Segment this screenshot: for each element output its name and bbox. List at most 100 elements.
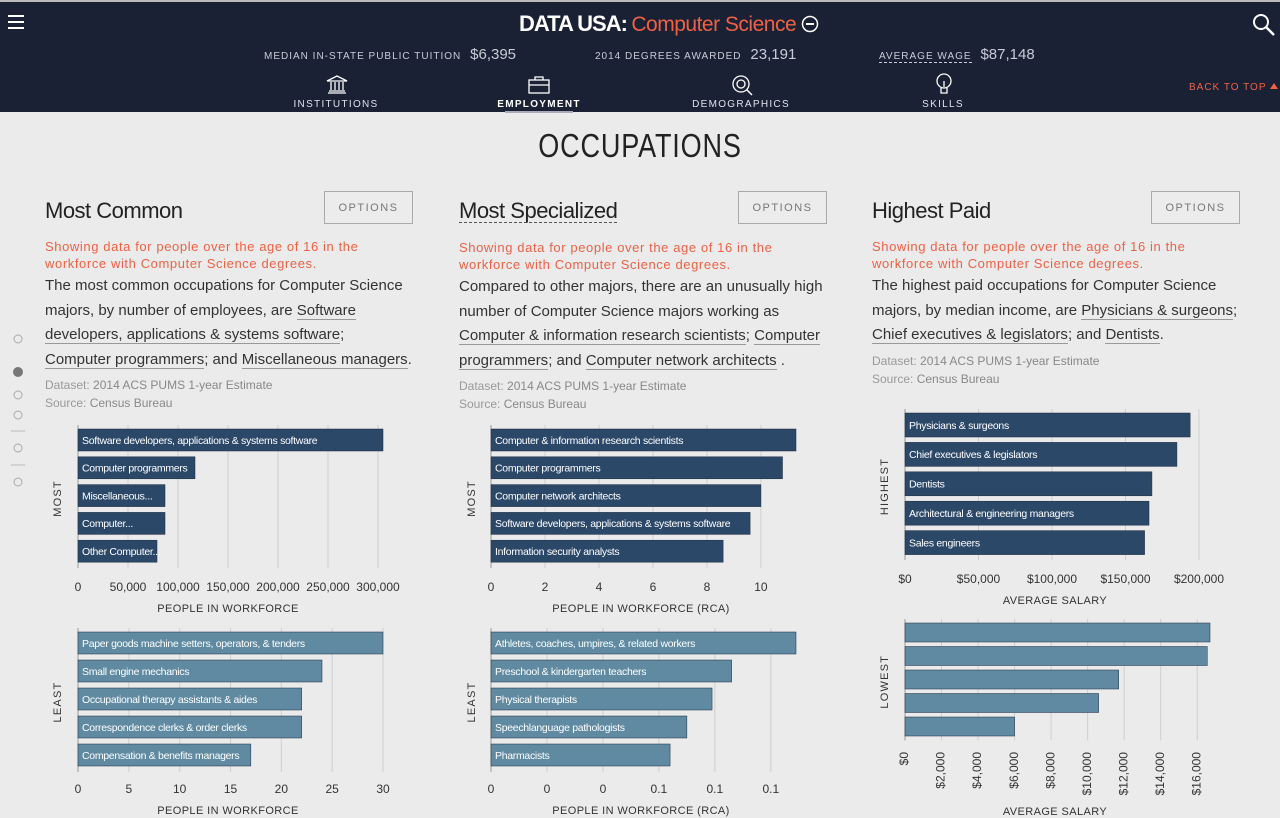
x-tick-label: 30 [376, 782, 390, 796]
stat-value: $6,395 [470, 46, 517, 63]
active-underline [505, 111, 573, 113]
text: ; [745, 327, 755, 344]
bar [904, 716, 1015, 737]
x-tick-label: 25 [325, 782, 339, 796]
description: The most common occupations for Computer… [45, 274, 413, 372]
x-tick-label: 20 [275, 782, 289, 796]
bar [77, 631, 384, 655]
column-title[interactable]: Most Specialized [459, 198, 618, 223]
bar-label: Architectural & engineering managers [909, 508, 1074, 520]
x-tick-label: 0 [600, 782, 607, 796]
x-axis-label: AVERAGE SALARY [1003, 806, 1107, 818]
link[interactable]: Software developers, applications & syst… [45, 301, 356, 344]
text: ; and [204, 350, 242, 368]
bar [904, 646, 1208, 666]
demographics-icon [732, 75, 753, 96]
options-button[interactable]: OPTIONS [738, 191, 827, 224]
y-axis-label: LEAST [52, 682, 64, 723]
source-label: Source: [45, 396, 87, 410]
x-tick-label: 0.1 [651, 782, 668, 796]
topic: Computer Science [631, 13, 797, 36]
text: ; [1233, 301, 1238, 319]
x-tick-label: 150,000 [206, 580, 250, 594]
source-value: Census Bureau [89, 396, 173, 410]
bar [904, 500, 1150, 526]
bar [77, 715, 302, 739]
x-tick-label: 0.1 [762, 782, 779, 796]
collapse-icon[interactable] [801, 15, 819, 33]
text: . [407, 350, 412, 368]
search-icon[interactable] [1252, 13, 1276, 37]
link[interactable]: Physicians & surgeons [1081, 301, 1234, 320]
stat: MEDIAN IN-STATE PUBLIC TUITION $6,395 [264, 46, 516, 64]
options-button[interactable]: OPTIONS [324, 191, 413, 224]
bar-label: Other Computer... [82, 546, 160, 558]
stat-value: 23,191 [750, 46, 797, 63]
y-axis-label: HIGHEST [879, 458, 891, 515]
nav-tab[interactable]: SKILLS [922, 99, 964, 110]
bar [490, 484, 762, 507]
link[interactable]: Dentists [1105, 326, 1160, 344]
back-to-top-label[interactable]: BACK TO TOP [1189, 82, 1267, 93]
bar [904, 693, 1099, 713]
column: Most Common OPTIONS Showing data for peopl… [45, 190, 413, 412]
bar [490, 539, 724, 563]
x-tick-label: 0 [75, 782, 82, 796]
bar [490, 456, 783, 480]
x-tick-label: 0.1 [707, 782, 724, 796]
stat: 2014 DEGREES AWARDED 23,191 [595, 46, 796, 64]
bar-label: Computer & information research scientis… [495, 435, 683, 447]
nav-tab[interactable]: EMPLOYMENT [497, 99, 581, 110]
x-axis-label: PEOPLE IN WORKFORCE (RCA) [552, 603, 729, 615]
source: Source: Census Bureau [872, 370, 1240, 388]
x-tick-label: 2 [542, 580, 549, 594]
dataset-label: Dataset: [459, 379, 504, 393]
bar [77, 512, 166, 535]
text: Compared to other majors, there are an u… [459, 278, 823, 320]
bar-label: Athletes, coaches, umpires, & related wo… [495, 638, 695, 650]
bar-label: Computer programmers [82, 463, 187, 475]
column-title: Most Common [45, 198, 183, 223]
link[interactable]: Miscellaneous managers [241, 350, 408, 369]
x-axis-label: AVERAGE SALARY [1003, 595, 1107, 607]
link[interactable]: Computer & information research scientis… [459, 327, 746, 345]
options-button[interactable]: OPTIONS [1151, 191, 1240, 224]
x-tick-label: 10 [173, 782, 187, 796]
source: Source: Census Bureau [45, 394, 413, 412]
menu-icon[interactable] [8, 14, 26, 30]
x-tick-label: $2,000 [934, 752, 948, 789]
x-tick-label: 0 [488, 782, 495, 796]
link[interactable]: Computer network architects [585, 351, 777, 370]
bar-label: Correspondence clerks & order clerks [82, 722, 247, 734]
link[interactable]: Computer programmers [45, 350, 205, 369]
bar-label: Computer network architects [495, 490, 621, 502]
employment-icon [528, 76, 550, 94]
bar [490, 631, 797, 655]
source-label: Source: [872, 371, 914, 386]
nav-tab[interactable]: INSTITUTIONS [293, 99, 379, 110]
stat-label[interactable]: AVERAGE WAGE [879, 51, 972, 63]
bar [904, 412, 1191, 438]
skills-icon [936, 73, 952, 94]
back-to-top[interactable]: BACK TO TOP [1189, 82, 1279, 93]
stat-value: $87,148 [980, 46, 1035, 63]
x-tick-label: $6,000 [1007, 752, 1021, 789]
source-value: Census Bureau [503, 397, 587, 411]
x-axis-label: PEOPLE IN WORKFORCE [157, 805, 298, 817]
x-tick-label: $0 [898, 572, 912, 586]
nav-tab[interactable]: DEMOGRAPHICS [692, 99, 790, 110]
column: Highest Paid OPTIONS Showing data for peop… [872, 190, 1240, 388]
link[interactable]: Chief executives & legislators [872, 326, 1068, 344]
x-tick-label: $50,000 [957, 572, 1001, 586]
bar-label: Preschool & kindergarten teachers [495, 666, 646, 678]
text: . [1159, 326, 1164, 343]
bar-label: Dentists [909, 479, 945, 491]
x-tick-label: 8 [704, 580, 711, 594]
link[interactable]: Computer programmers [459, 327, 820, 370]
title: DATA USA: Computer Science [519, 11, 819, 37]
bar [490, 715, 688, 739]
bar-label: Computer programmers [495, 463, 600, 475]
bar [77, 456, 196, 480]
column-title: Highest Paid [872, 198, 991, 223]
